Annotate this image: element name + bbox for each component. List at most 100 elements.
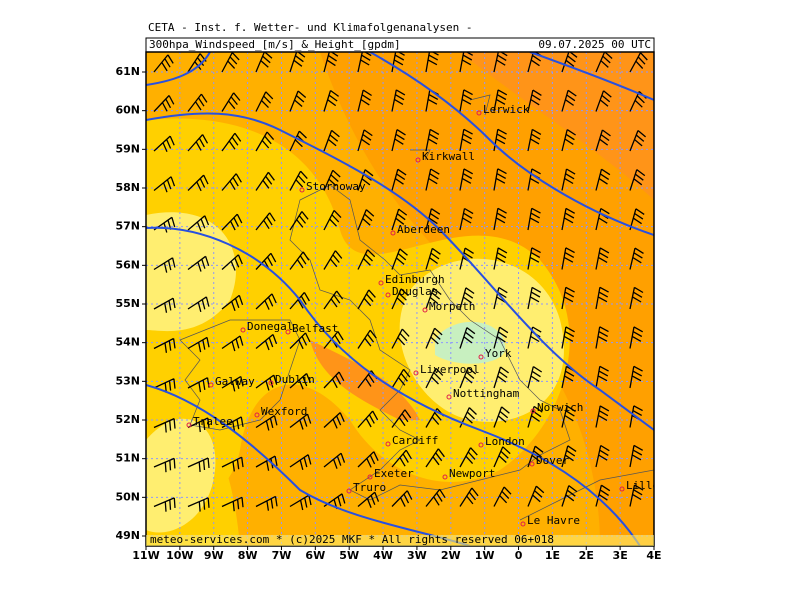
lon-label: 3E — [613, 549, 628, 562]
lat-label: 55N — [115, 297, 140, 310]
city-label: London — [485, 435, 525, 448]
wind-barb — [459, 247, 474, 270]
wind-barb — [323, 412, 345, 429]
city-label: Donegal — [247, 320, 293, 333]
wind-barb — [459, 168, 474, 191]
lon-label: 1W — [475, 549, 495, 562]
title: 300hpa_Windspeed_[m/s]_&_Height_[gpdm] — [149, 38, 401, 51]
wind-barb — [323, 331, 344, 349]
wind-barb — [153, 337, 176, 353]
wind-barb — [357, 209, 375, 231]
wind-barb — [493, 168, 507, 191]
wind-barb — [629, 247, 644, 270]
lat-label: 52N — [115, 413, 140, 426]
map-area: Lerwick Kirkwall Stornoway Aberdeen Edinburg… — [146, 52, 659, 546]
city-label: Wexford — [261, 405, 307, 418]
city-marker — [619, 486, 625, 492]
lat-label: 59N — [115, 142, 140, 155]
city-marker — [442, 474, 448, 480]
city-marker — [415, 157, 421, 163]
wind-barb — [561, 445, 577, 468]
wind-barb — [527, 128, 542, 152]
wind-barb — [561, 89, 577, 112]
wind-barb — [357, 169, 374, 191]
city-marker — [346, 488, 352, 494]
wind-barb — [595, 484, 611, 507]
wind-barb — [153, 297, 176, 313]
wind-barb — [357, 491, 380, 509]
wind-barb — [493, 366, 509, 389]
wind-barb — [187, 336, 210, 353]
wind-barb — [425, 488, 446, 507]
lon-label: 11W — [132, 549, 159, 562]
wind-barb — [459, 52, 474, 73]
wind-barb — [187, 134, 209, 152]
wind-barb — [221, 254, 243, 271]
wind-barb — [391, 328, 410, 349]
wind-barb — [629, 365, 643, 389]
wind-barb — [323, 169, 341, 191]
city-marker — [530, 408, 536, 414]
wind-barb — [459, 447, 478, 468]
wind-barb — [595, 444, 610, 468]
wind-barb — [493, 286, 508, 310]
city-label: Edinburgh — [385, 273, 445, 286]
wind-barb — [153, 257, 176, 273]
wind-barb — [187, 255, 210, 272]
header: CETA - Inst. f. Wetter- und Klimafolgena… — [148, 21, 473, 34]
wind-barb — [255, 455, 278, 471]
wind-barb — [561, 326, 575, 349]
wind-barb — [255, 374, 278, 391]
wind-barb — [391, 89, 406, 112]
wind-barb — [289, 494, 312, 511]
wind-barb — [391, 449, 412, 468]
wind-barb — [153, 176, 176, 193]
wind-barb — [527, 207, 541, 231]
wind-barb — [187, 53, 207, 73]
wind-barb — [629, 130, 647, 152]
wind-barb — [357, 289, 376, 310]
wind-barb — [221, 335, 244, 352]
wind-barb — [493, 486, 512, 507]
wind-barb — [459, 367, 477, 389]
wind-barb — [187, 497, 210, 512]
city-label: Dublin — [275, 373, 315, 386]
wind-barb — [357, 89, 372, 112]
city-label: Newport — [449, 467, 495, 480]
wind-barb — [527, 326, 542, 349]
city-label: Galway — [215, 375, 255, 388]
lon-label: 9W — [204, 549, 224, 562]
wind-barb — [289, 291, 310, 310]
wind-barb — [493, 89, 508, 112]
wind-barb — [425, 168, 440, 191]
city-label: Norwich — [537, 401, 583, 414]
wind-barb — [425, 327, 443, 349]
wind-barb — [323, 493, 346, 510]
wind-barb — [561, 485, 578, 507]
wind-barb — [221, 416, 244, 432]
wind-barb — [391, 368, 411, 389]
city-label: Kirkwall — [422, 150, 475, 163]
wind-barb — [153, 418, 176, 433]
city-marker — [378, 280, 384, 286]
city-marker — [413, 370, 419, 376]
wind-barb — [391, 248, 408, 270]
city-label: Lille — [626, 479, 659, 492]
wind-barb — [289, 170, 308, 191]
wind-barb — [561, 247, 575, 270]
wind-barb — [255, 131, 275, 152]
city-marker — [390, 230, 396, 236]
wind-barb — [629, 169, 646, 191]
wind-barb — [255, 495, 278, 511]
wind-barb — [493, 446, 511, 468]
wind-barb — [459, 128, 473, 152]
city-label: Douglas — [392, 285, 438, 298]
wind-barb — [289, 52, 306, 73]
wind-barb — [221, 92, 241, 112]
wind-barb — [459, 327, 476, 349]
city-label: Cardiff — [392, 434, 438, 447]
wind-barb — [493, 52, 508, 73]
lat-label: 57N — [115, 220, 140, 233]
wind-barb — [391, 288, 409, 310]
